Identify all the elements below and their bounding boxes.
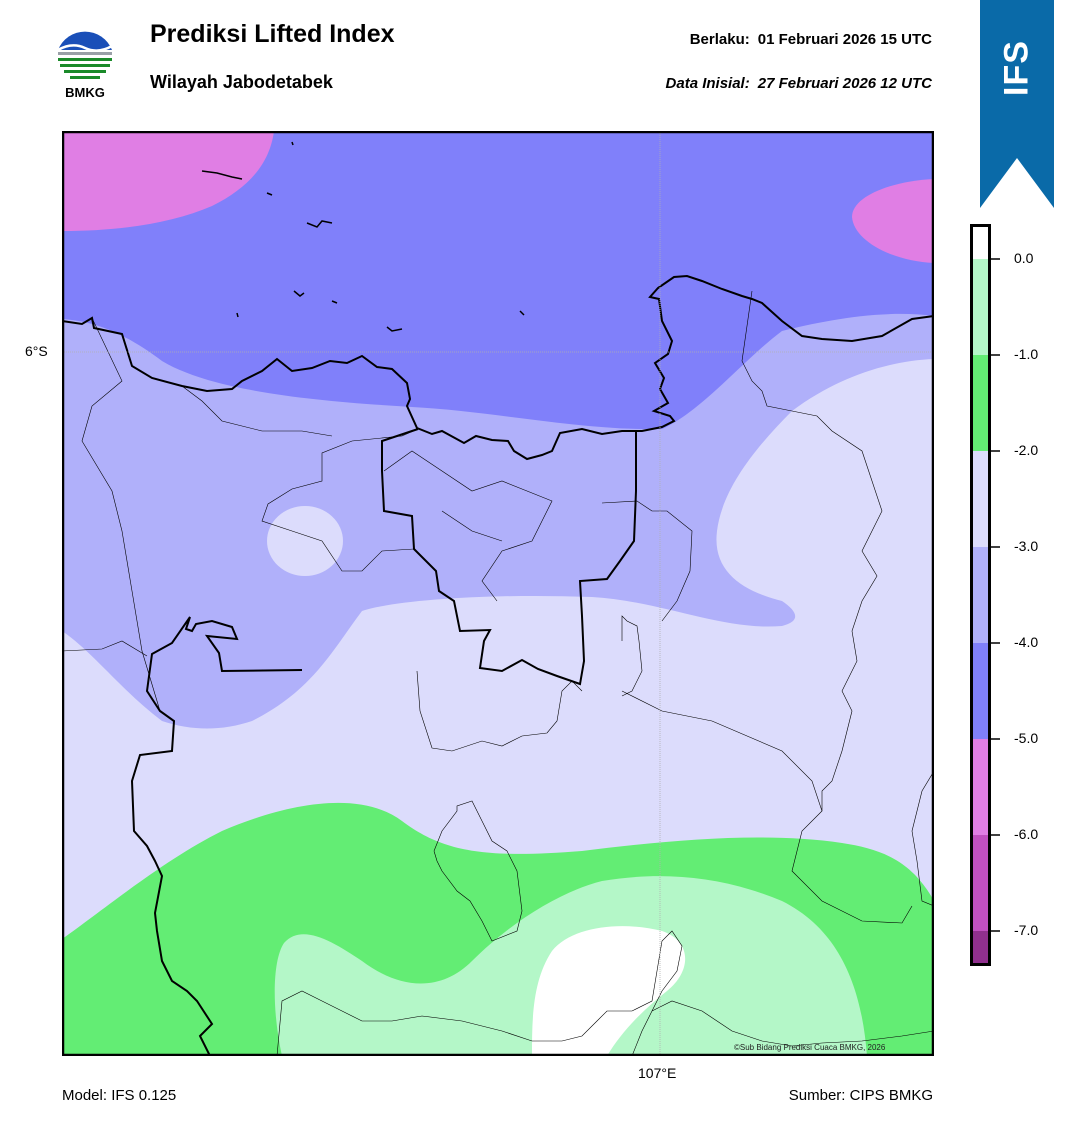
- zone-minus5-minus6-ne: [852, 179, 934, 263]
- colorbar-bin-above-0: [971, 225, 990, 259]
- islands: [201, 141, 525, 332]
- colorbar-bin: [971, 451, 990, 547]
- colorbar-bin: [971, 259, 990, 355]
- map-credit: ©Sub Bidang Prediksi Cuaca BMKG, 2026: [734, 1043, 886, 1052]
- page-title: Prediksi Lifted Index: [150, 20, 395, 48]
- colorbar-tick-label: -6.0: [1014, 826, 1039, 842]
- colorbar-bin: [971, 931, 990, 966]
- source-label: Sumber: CIPS BMKG: [788, 1087, 933, 1104]
- zone-minus4-minus5: [62, 131, 934, 430]
- colorbar-bin: [971, 355, 990, 451]
- init-value: 27 Februari 2026 12 UTC: [757, 75, 932, 92]
- ifs-ribbon: [980, 0, 1054, 208]
- colorbar-bin: [971, 547, 990, 643]
- colorbar-tick-label: 0.0: [1014, 250, 1034, 266]
- coastline: [62, 274, 934, 461]
- valid-value: 01 Februari 2026 15 UTC: [757, 31, 932, 48]
- colorbar-tick-label: -3.0: [1014, 538, 1039, 554]
- model-label: Model: IFS 0.125: [62, 1087, 177, 1104]
- colorbar-bin: [971, 835, 990, 931]
- colorbar-tick-label: -7.0: [1014, 922, 1039, 938]
- map-frame: [62, 131, 934, 1056]
- valid-label: Berlaku:: [689, 31, 750, 48]
- valid-time: Berlaku: 01 Februari 2026 15 UTC: [690, 31, 932, 48]
- lon-label: 107°E: [638, 1065, 677, 1081]
- page-subtitle: Wilayah Jabodetabek: [150, 72, 333, 92]
- regency-boundary-west: [130, 616, 303, 1056]
- colorbar-tick-label: -2.0: [1014, 442, 1039, 458]
- colorbar-bin: [971, 739, 990, 835]
- init-label: Data Inisial:: [665, 75, 750, 92]
- zone-above-0: [532, 926, 686, 1056]
- admin-boundaries: [62, 290, 934, 1056]
- colorbar: [970, 224, 1000, 966]
- lat-label: 6°S: [25, 343, 48, 359]
- logo-text: BMKG: [65, 85, 105, 100]
- lifted-index-map: [62, 131, 934, 1056]
- ifs-ribbon-label: IFS: [997, 40, 1036, 96]
- init-time: Data Inisial: 27 Februari 2026 12 UTC: [666, 75, 932, 92]
- colorbar-tick-label: -1.0: [1014, 346, 1039, 362]
- zone-minus5-minus6-nw: [62, 131, 274, 231]
- zone-minus2-minus3-small: [267, 506, 343, 576]
- colorbar-bin: [971, 643, 990, 739]
- bmkg-logo: [56, 29, 114, 87]
- colorbar-tick-label: -4.0: [1014, 634, 1039, 650]
- colorbar-tick-label: -5.0: [1014, 730, 1039, 746]
- colorbar-frame: [970, 224, 991, 966]
- province-boundary: [381, 428, 637, 686]
